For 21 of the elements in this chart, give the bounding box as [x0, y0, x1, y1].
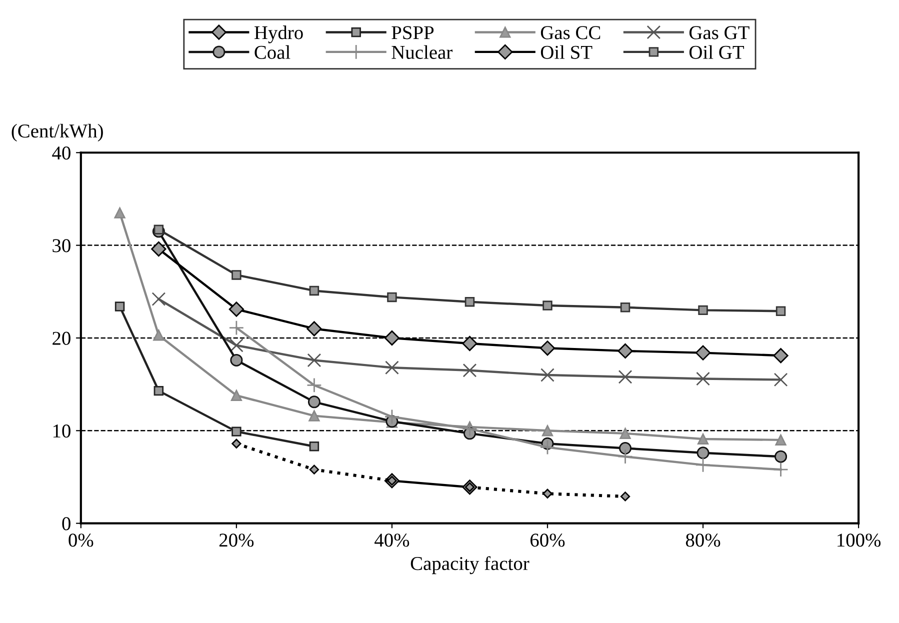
- legend-label: PSPP: [392, 26, 434, 40]
- x-axis-title: Capacity factor: [410, 556, 530, 574]
- x-tick-label: 80%: [686, 534, 720, 547]
- legend-label: Nuclear: [392, 45, 452, 59]
- y-tick-label: 20: [52, 332, 70, 345]
- x-tick-label: 40%: [374, 534, 410, 547]
- y-axis-title: (Cent/kWh): [12, 124, 103, 142]
- x-tick-label: 0%: [68, 534, 94, 547]
- y-tick-label: 10: [53, 424, 70, 438]
- y-tick-label: 0: [62, 517, 70, 530]
- legend-label: Gas GT: [689, 26, 750, 40]
- legend-label: Coal: [254, 45, 290, 59]
- x-tick-label: 20%: [219, 534, 254, 547]
- y-tick-label: 30: [52, 239, 70, 252]
- legend-label: Gas CC: [540, 26, 600, 40]
- legend-label: Oil GT: [689, 45, 744, 59]
- y-tick-label: 40: [52, 146, 70, 160]
- x-tick-label: 60%: [530, 534, 565, 547]
- x-tick-label: 100%: [838, 534, 881, 547]
- legend-label: Oil ST: [540, 45, 592, 59]
- legend-label: Hydro: [254, 26, 303, 44]
